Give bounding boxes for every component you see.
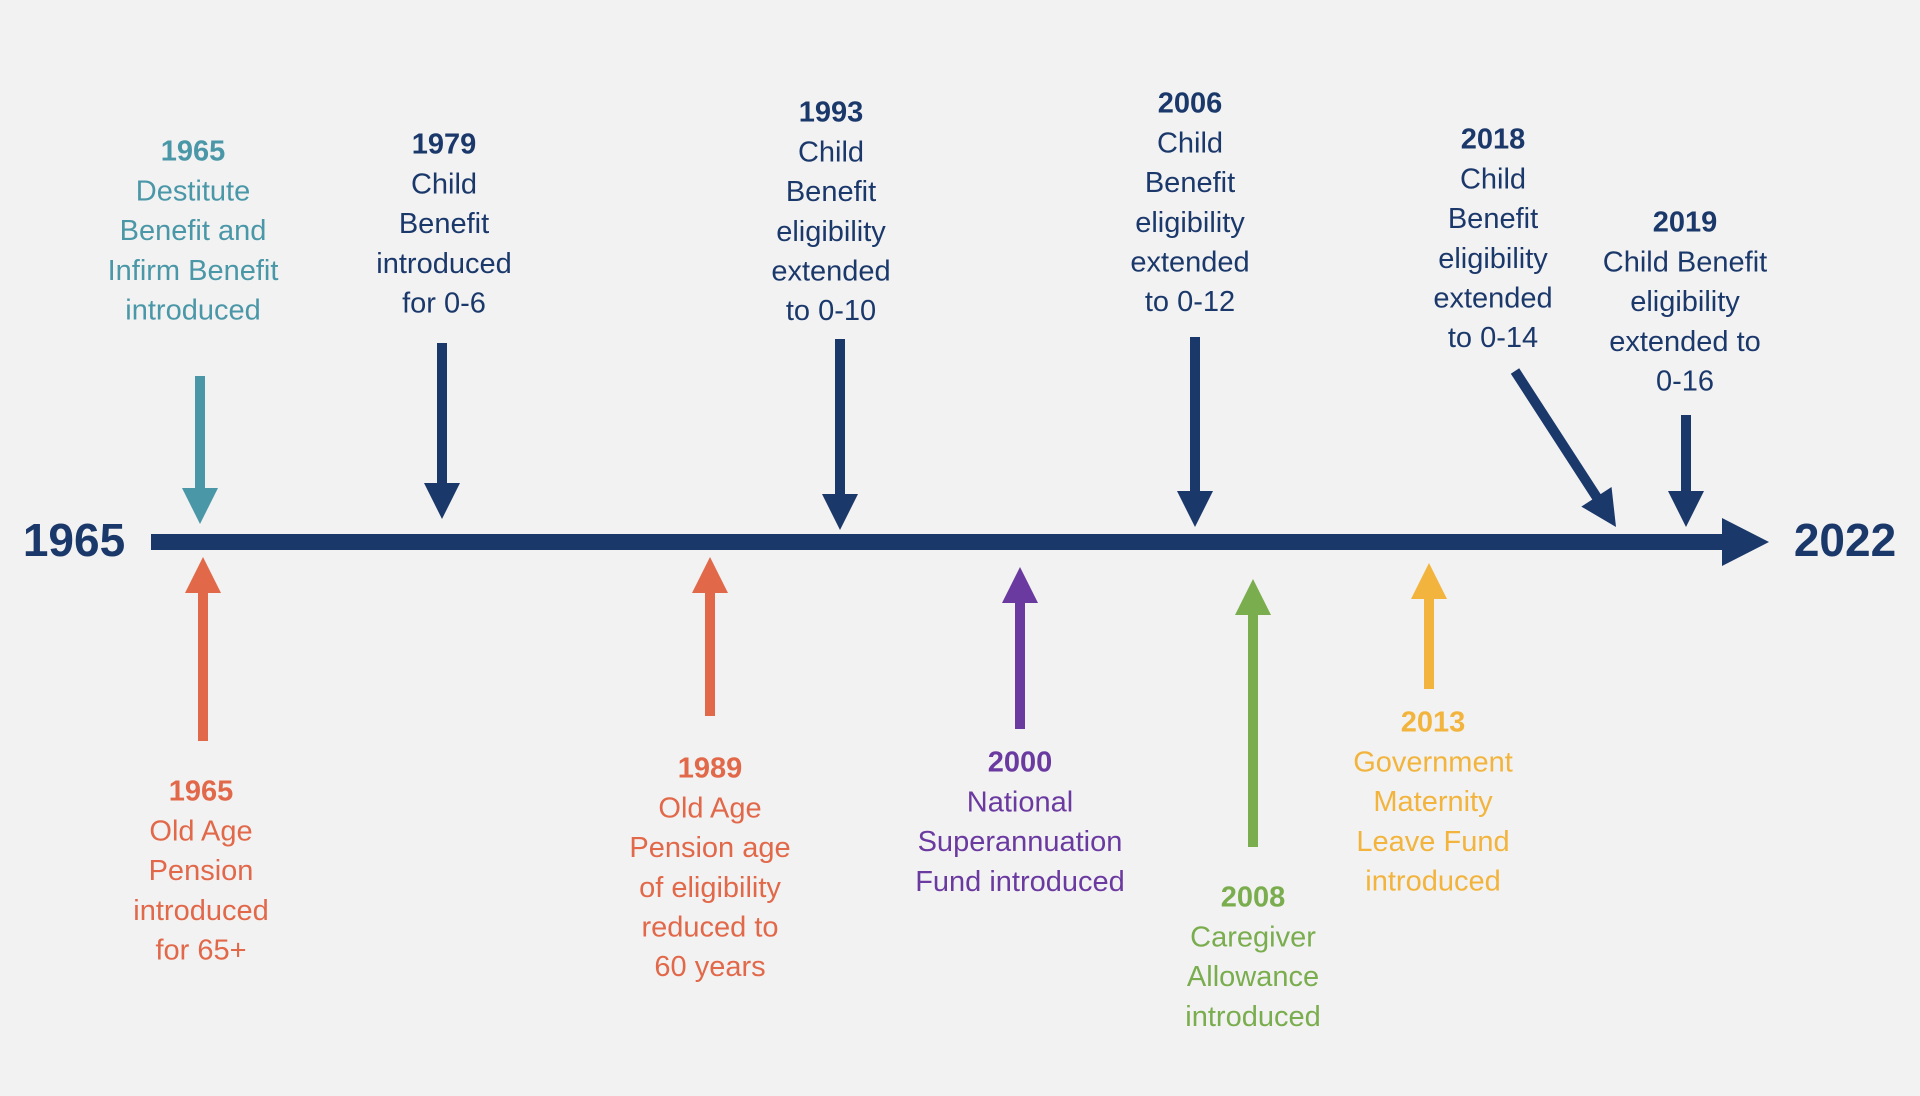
- event-text: to 0-10: [786, 295, 876, 327]
- event-arrowhead: [1668, 491, 1704, 527]
- event-year: 2008: [1221, 882, 1286, 914]
- start-year: 1965: [23, 514, 125, 566]
- event-text: Benefit and: [120, 215, 267, 247]
- event-text: Pension: [149, 855, 254, 887]
- event-text: Child: [1460, 163, 1526, 195]
- event-text: Benefit: [786, 176, 876, 208]
- event-arrowhead: [185, 557, 221, 593]
- event-arrowhead: [1581, 486, 1616, 527]
- event-year: 1989: [678, 753, 743, 785]
- end-year: 2022: [1794, 514, 1896, 566]
- event-arrowhead: [1411, 563, 1447, 599]
- event-text: Child: [1157, 127, 1223, 159]
- event-text: Allowance: [1187, 961, 1319, 993]
- event-text: Old Age: [149, 815, 252, 847]
- event-text: to 0-14: [1448, 322, 1538, 354]
- event-text: Pension age: [629, 832, 790, 864]
- event-arrowhead: [424, 483, 460, 519]
- event-arrowhead: [182, 488, 218, 524]
- event-year: 1965: [161, 136, 226, 168]
- event-year: 1965: [169, 776, 234, 808]
- event-text: introduced: [1365, 865, 1500, 897]
- event-text: Infirm Benefit: [108, 255, 279, 287]
- event-arrowhead: [822, 494, 858, 530]
- event-year: 1979: [412, 129, 477, 161]
- event-year: 2018: [1461, 124, 1526, 156]
- event-year: 1993: [799, 97, 864, 129]
- event-arrowhead: [692, 557, 728, 593]
- event-text: 0-16: [1656, 365, 1714, 397]
- event-text: Old Age: [658, 792, 761, 824]
- event-arrowhead: [1002, 567, 1038, 603]
- event-text: Child: [798, 136, 864, 168]
- event-text: extended: [771, 255, 890, 287]
- event-text: for 65+: [155, 934, 246, 966]
- event-text: Superannuation: [918, 826, 1123, 858]
- event-text: Fund introduced: [915, 866, 1125, 898]
- event-arrowhead: [1235, 579, 1271, 615]
- event-text: introduced: [1185, 1001, 1320, 1033]
- event-text: introduced: [125, 294, 260, 326]
- event-year: 2013: [1401, 707, 1466, 739]
- event-text: Child Benefit: [1603, 246, 1767, 278]
- event-text: introduced: [376, 248, 511, 280]
- timeline-arrowhead: [1722, 518, 1769, 566]
- event-text: introduced: [133, 895, 268, 927]
- event-year: 2000: [988, 747, 1053, 779]
- event-text: Leave Fund: [1356, 826, 1509, 858]
- event-arrow: [1510, 368, 1602, 502]
- event-text: Benefit: [1448, 203, 1538, 235]
- event-text: Caregiver: [1190, 921, 1316, 953]
- event-text: for 0-6: [402, 287, 486, 319]
- event-text: extended: [1433, 282, 1552, 314]
- event-text: eligibility: [1135, 207, 1245, 239]
- event-text: Benefit: [1145, 167, 1235, 199]
- event-text: extended: [1130, 246, 1249, 278]
- event-arrowhead: [1177, 491, 1213, 527]
- event-text: Government: [1353, 746, 1513, 778]
- event-text: eligibility: [1630, 286, 1740, 318]
- event-text: Maternity: [1373, 786, 1493, 818]
- event-text: Destitute: [136, 175, 250, 207]
- event-year: 2019: [1653, 207, 1718, 239]
- event-text: National: [967, 786, 1073, 818]
- event-text: of eligibility: [639, 872, 781, 904]
- event-text: eligibility: [1438, 243, 1548, 275]
- event-year: 2006: [1158, 88, 1223, 120]
- event-text: eligibility: [776, 216, 886, 248]
- event-text: Benefit: [399, 208, 489, 240]
- event-text: 60 years: [654, 951, 765, 983]
- event-text: to 0-12: [1145, 286, 1235, 318]
- event-text: reduced to: [641, 911, 778, 943]
- event-text: Child: [411, 168, 477, 200]
- event-text: extended to: [1609, 326, 1761, 358]
